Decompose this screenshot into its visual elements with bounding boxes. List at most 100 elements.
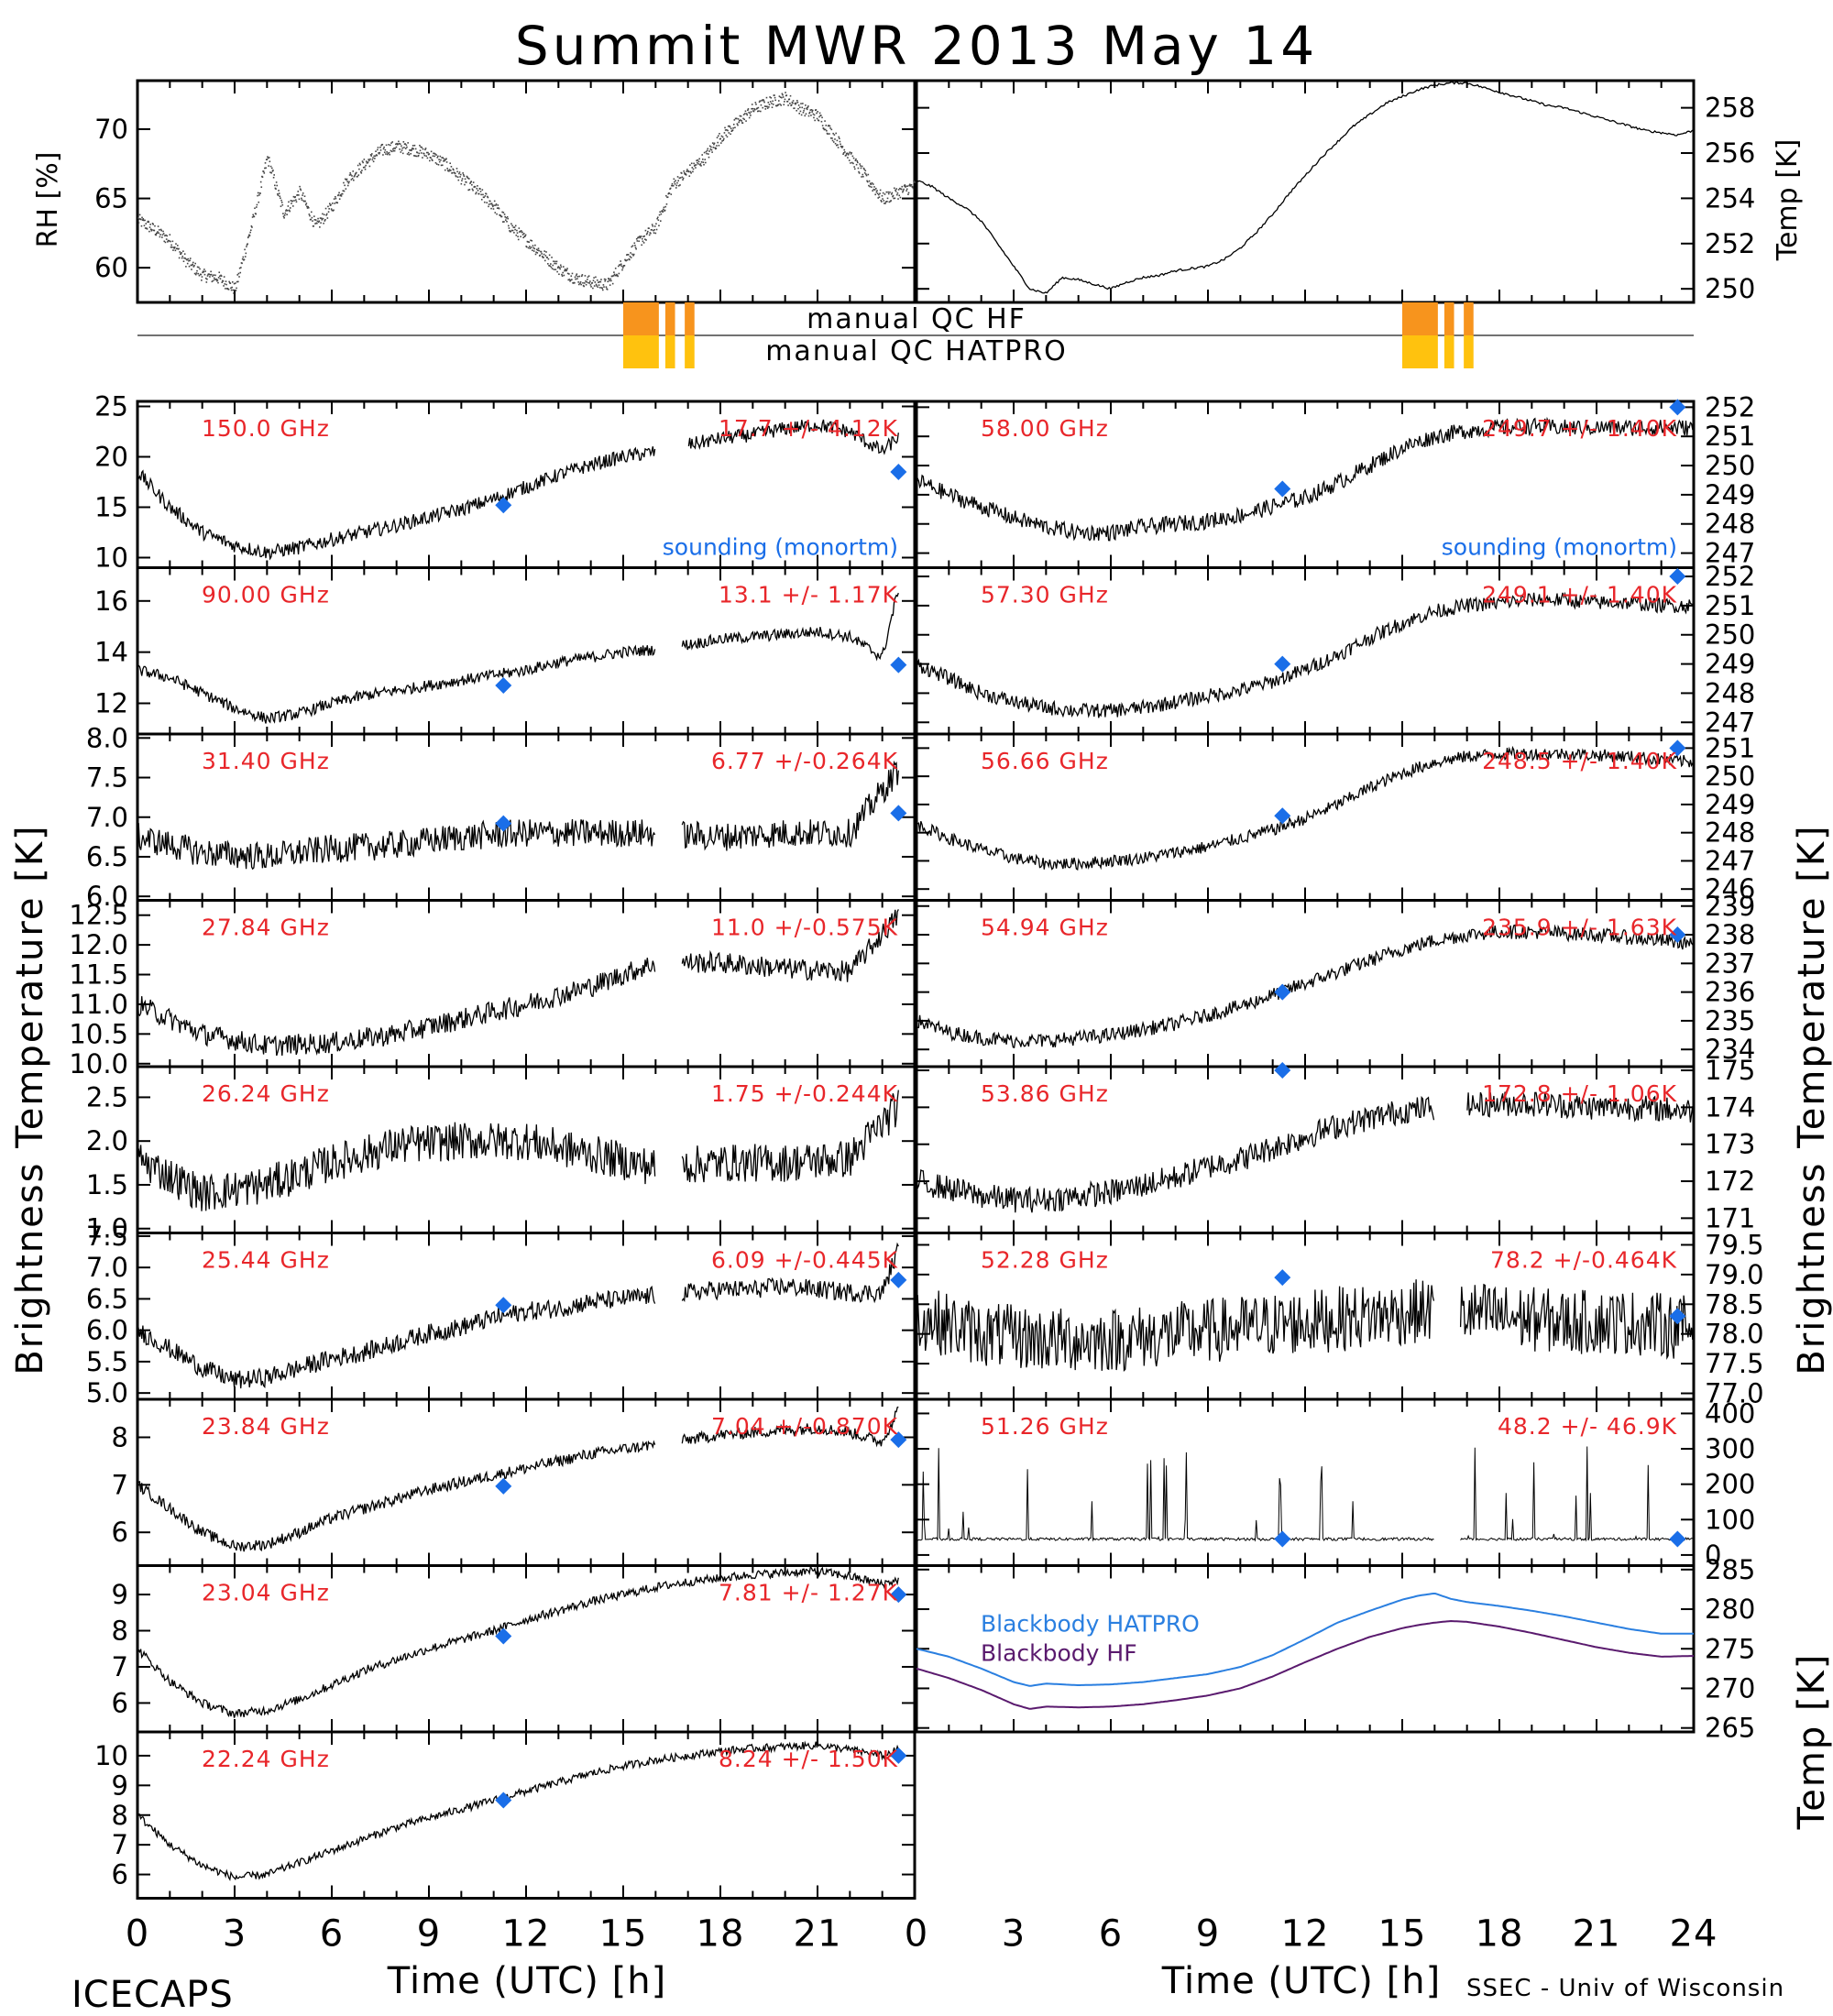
rh-point: [673, 178, 675, 181]
rh-point: [675, 184, 678, 187]
rh-point: [871, 181, 873, 184]
rh-point: [172, 249, 174, 251]
rh-point: [567, 279, 570, 281]
y-tick-label: 100: [1705, 1504, 1755, 1535]
x-tick-label-left: 0: [126, 1913, 149, 1956]
rh-point: [192, 263, 193, 266]
rh-point: [408, 154, 411, 156]
frequency-label: 53.86 GHz: [981, 1080, 1109, 1107]
rh-point: [224, 283, 226, 285]
rh-point: [441, 164, 444, 167]
rh-point: [829, 137, 832, 139]
rh-point: [288, 209, 291, 212]
sounding-marker: [495, 1627, 512, 1645]
rh-point: [292, 195, 295, 198]
rh-point: [797, 104, 800, 106]
rh-point: [477, 185, 478, 187]
panel-f90: 12 14 16 90.00 GHz 13.1 +/- 1.17K: [94, 566, 916, 736]
rh-point: [682, 177, 685, 180]
rh-point: [789, 94, 792, 97]
rh-point: [283, 216, 285, 219]
y-tick-label: 174: [1705, 1091, 1755, 1123]
rh-point: [170, 246, 172, 248]
rh-point: [774, 94, 775, 96]
rh-point: [666, 196, 669, 198]
rh-point: [879, 189, 882, 192]
rh-point: [768, 104, 771, 105]
rh-point: [884, 203, 885, 204]
rh-point: [899, 196, 902, 199]
rh-point: [667, 192, 670, 195]
y-tick-label: 7: [112, 1469, 128, 1500]
rh-point: [148, 226, 151, 228]
panel-f5228: 77.077.578.078.579.079.5 52.28 GHz 78.2 +/…: [915, 1229, 1764, 1409]
rh-point: [811, 109, 814, 112]
rh-point: [715, 148, 718, 149]
rh-point: [706, 152, 708, 155]
rh-point: [847, 154, 850, 156]
rh-point: [826, 129, 828, 132]
rh-point: [763, 105, 766, 107]
rh-point: [616, 274, 619, 277]
rh-point: [909, 185, 912, 187]
rh-point: [144, 219, 146, 222]
rh-point: [269, 160, 271, 163]
rh-point: [532, 245, 534, 247]
rh-point: [176, 247, 178, 250]
rh-point: [882, 198, 884, 200]
rh-point: [764, 108, 767, 110]
rh-point: [686, 170, 688, 172]
rh-point: [597, 286, 599, 289]
rh-point: [379, 149, 382, 151]
y-tick-label: 12.5: [69, 900, 128, 931]
rh-point: [432, 159, 434, 161]
rh-point: [210, 273, 213, 276]
rh-point: [417, 154, 420, 157]
rh-point: [206, 278, 208, 280]
y-tick-label: 65: [94, 183, 128, 214]
rh-point: [460, 182, 463, 185]
rh-point: [860, 167, 862, 170]
rh-point: [647, 230, 649, 233]
data-trace-f5800: [916, 416, 1695, 542]
rh-point: [461, 180, 463, 181]
rh-point: [494, 212, 497, 214]
rh-point: [260, 186, 263, 188]
rh-point: [435, 163, 438, 165]
rh-point: [326, 217, 329, 219]
rh-point: [336, 202, 339, 204]
rh-point: [592, 287, 594, 290]
rh-point: [385, 153, 387, 155]
rh-point: [436, 157, 439, 159]
rh-point: [894, 197, 896, 200]
rh-point: [850, 153, 852, 155]
rh-point: [867, 173, 870, 176]
rh-point: [824, 128, 827, 131]
rh-point: [712, 147, 715, 148]
rh-point: [713, 142, 716, 145]
rh-point: [674, 182, 676, 185]
stat-label: 17.7 +/- 4.12K: [719, 415, 898, 442]
rh-point: [261, 176, 264, 179]
y-tick-label: 249: [1705, 789, 1755, 820]
rh-point: [230, 289, 233, 291]
rh-point: [389, 153, 390, 156]
rh-point: [410, 152, 412, 155]
rh-point: [612, 275, 615, 277]
rh-point: [263, 172, 266, 174]
y-tick-label: 10.5: [69, 1018, 128, 1049]
y-tick-label: 78.0: [1705, 1319, 1764, 1350]
rh-point: [434, 155, 436, 158]
rh-point: [235, 282, 236, 284]
rh-point: [731, 129, 734, 131]
rh-point: [598, 287, 601, 289]
rh-point: [748, 111, 750, 114]
frequency-label: 31.40 GHz: [202, 748, 330, 774]
rh-point: [327, 205, 329, 208]
rh-point: [434, 161, 437, 164]
rh-point: [335, 196, 336, 198]
rh-point: [732, 123, 735, 126]
rh-point: [222, 280, 225, 282]
stat-label: 172.8 +/- 1.06K: [1482, 1080, 1677, 1107]
rh-point: [893, 187, 895, 190]
